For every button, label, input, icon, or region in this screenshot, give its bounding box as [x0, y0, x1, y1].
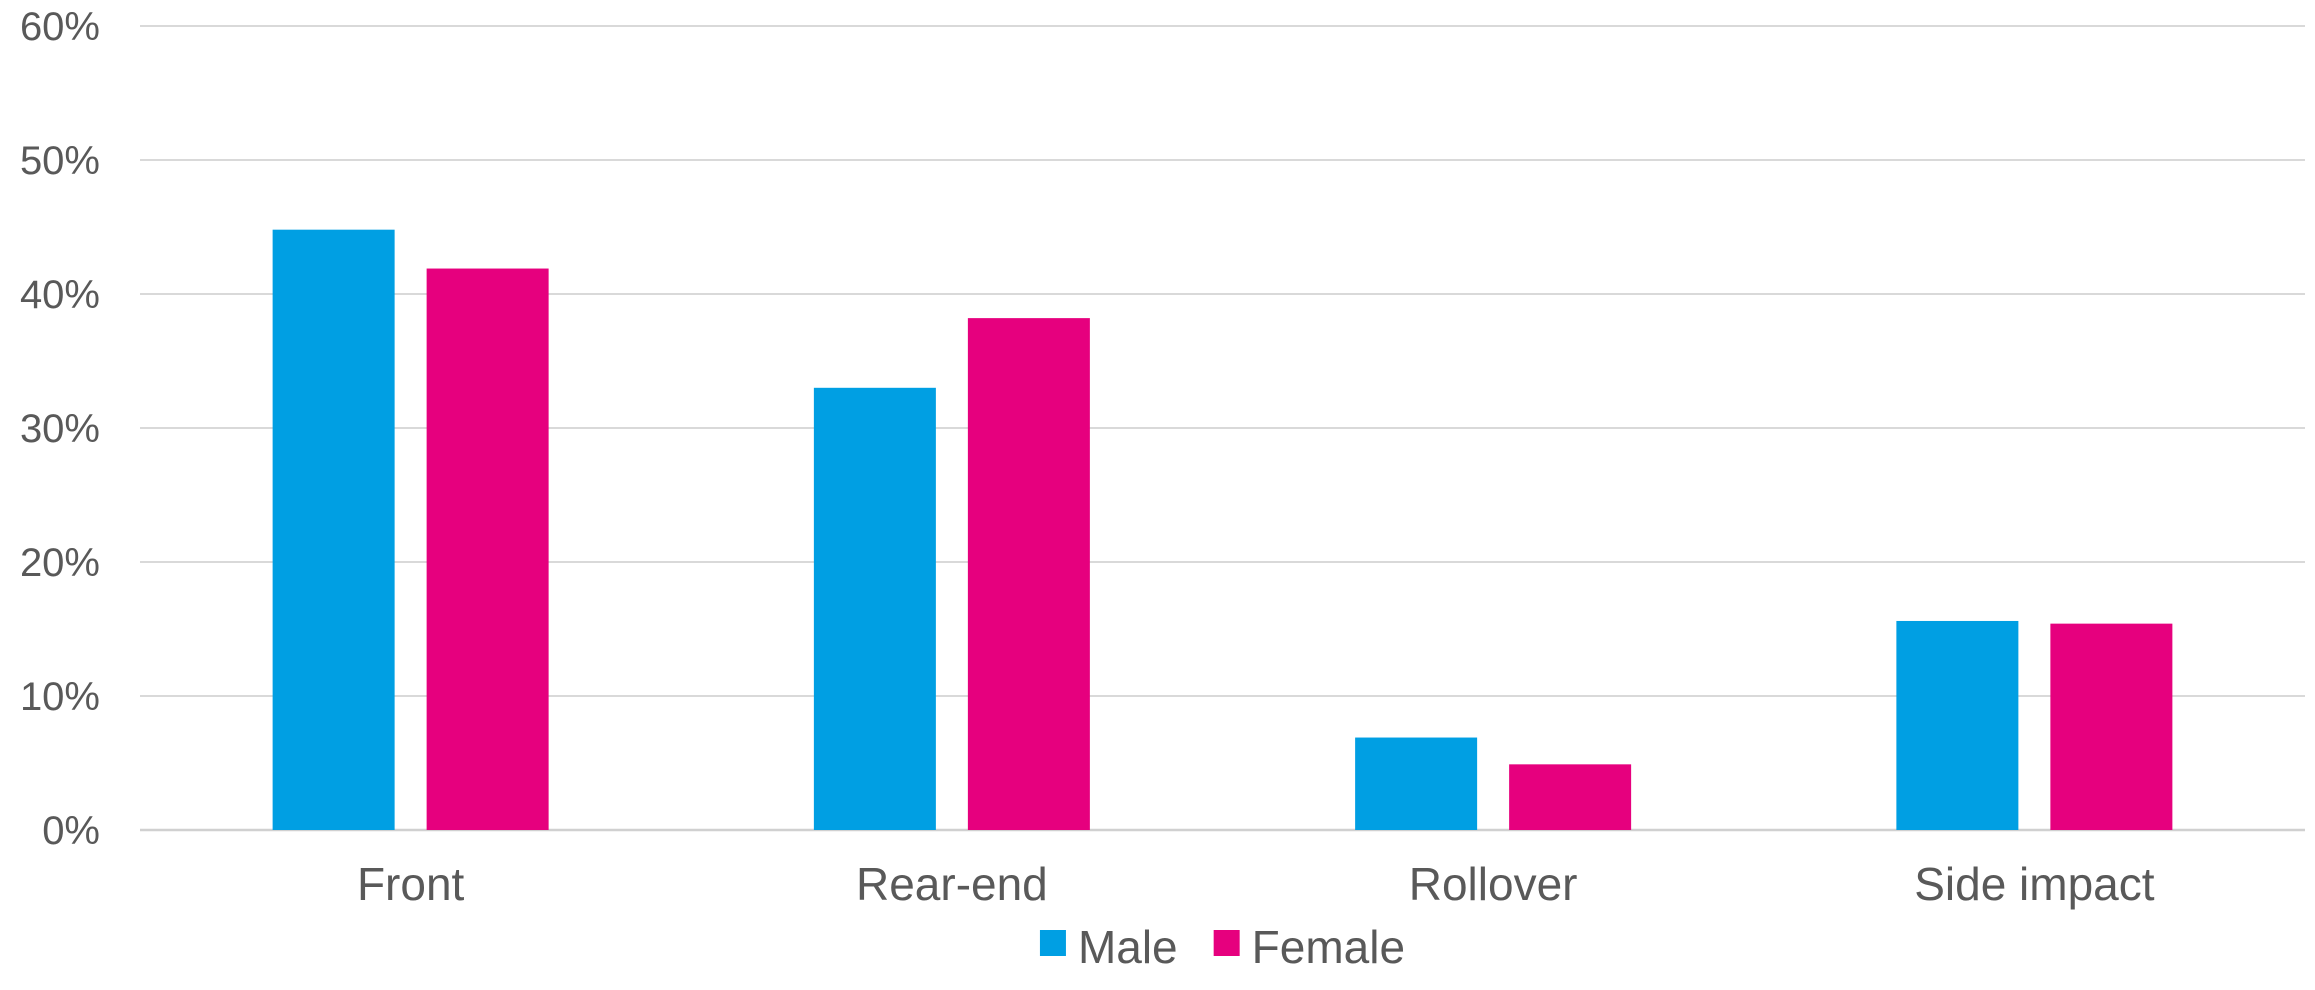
- bars: [272, 229, 2173, 830]
- y-tick-label: 0%: [42, 809, 100, 853]
- bar-male-side-impact: [1896, 620, 2019, 830]
- y-tick-label: 30%: [20, 407, 100, 451]
- y-tick-label: 10%: [20, 675, 100, 719]
- bar-female-front: [426, 268, 549, 830]
- legend-swatch-female: [1213, 930, 1240, 956]
- bar-male-front: [272, 229, 395, 830]
- x-tick-label: Side impact: [1914, 858, 2155, 910]
- legend-label-female: Female: [1252, 921, 1405, 973]
- x-tick-label: Rear-end: [856, 858, 1048, 910]
- x-tick-label: Front: [357, 858, 465, 910]
- y-tick-label: 50%: [20, 139, 100, 183]
- bar-female-rollover: [1509, 764, 1632, 830]
- bar-male-rear-end: [813, 387, 936, 830]
- bar-female-side-impact: [2050, 623, 2173, 830]
- bar-female-rear-end: [967, 318, 1090, 830]
- y-tick-label: 60%: [20, 5, 100, 49]
- legend-label-male: Male: [1078, 921, 1178, 973]
- y-tick-label: 20%: [20, 541, 100, 585]
- legend: Male Female: [1039, 921, 1405, 973]
- x-axis-tick-labels: Front Rear-end Rollover Side impact: [357, 858, 2155, 910]
- legend-swatch-male: [1039, 930, 1066, 956]
- y-tick-label: 40%: [20, 273, 100, 317]
- bar-male-rollover: [1355, 737, 1478, 830]
- y-axis-tick-labels: 0% 10% 20% 30% 40% 50% 60%: [20, 5, 100, 853]
- x-tick-label: Rollover: [1409, 858, 1578, 910]
